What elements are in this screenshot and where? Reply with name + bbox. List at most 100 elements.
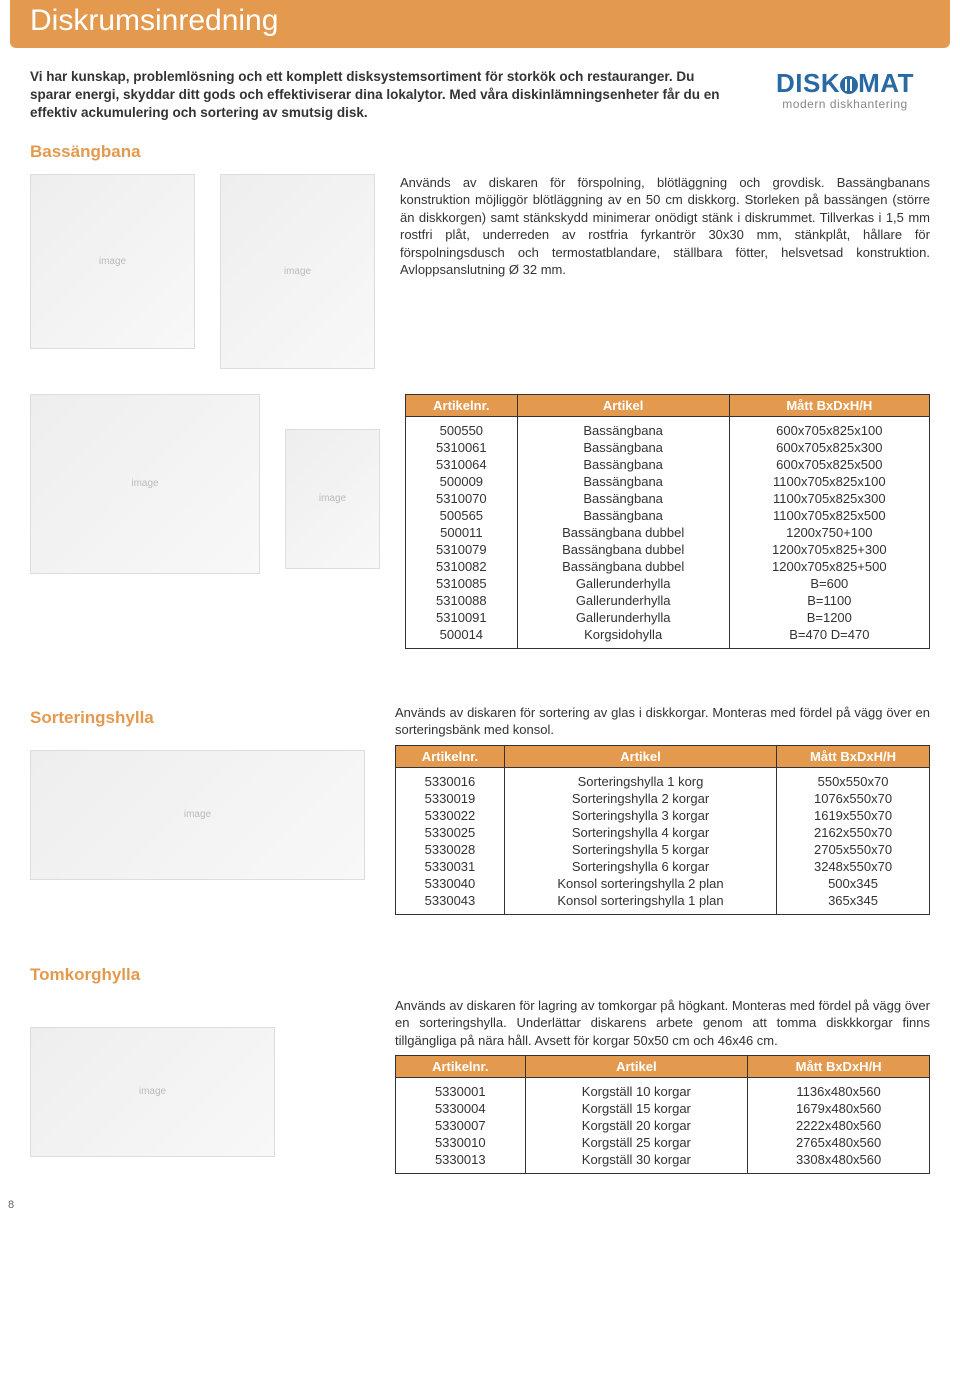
table-cell: 500565 bbox=[406, 507, 518, 524]
table-cell: B=600 bbox=[729, 575, 929, 592]
bassangbana-row2: image image Artikelnr.ArtikelMått BxDxH/… bbox=[0, 394, 960, 674]
table-cell: 5310082 bbox=[406, 558, 518, 575]
table-cell: 5310079 bbox=[406, 541, 518, 558]
table-row: 5330025Sorteringshylla 4 korgar2162x550x… bbox=[396, 824, 930, 841]
intro-text: Vi har kunskap, problemlösning och ett k… bbox=[30, 68, 720, 123]
plate-icon bbox=[840, 76, 858, 94]
table-cell: 5310088 bbox=[406, 592, 518, 609]
table-row: 5330022Sorteringshylla 3 korgar1619x550x… bbox=[396, 807, 930, 824]
table-cell: 5330001 bbox=[396, 1078, 526, 1101]
tomkorghylla-right: Används av diskaren för lagring av tomko… bbox=[395, 997, 930, 1175]
table-cell: 5330025 bbox=[396, 824, 505, 841]
table-cell: Sorteringshylla 5 korgar bbox=[504, 841, 776, 858]
product-image: image bbox=[30, 750, 365, 880]
table-row: 5310082Bassängbana dubbel1200x705x825+50… bbox=[406, 558, 930, 575]
section-title-sorteringshylla: Sorteringshylla bbox=[30, 704, 370, 740]
table-cell: 1136x480x560 bbox=[748, 1078, 930, 1101]
table-cell: Sorteringshylla 3 korgar bbox=[504, 807, 776, 824]
table-cell: Konsol sorteringshylla 1 plan bbox=[504, 892, 776, 915]
table-row: 500011Bassängbana dubbel1200x750+100 bbox=[406, 524, 930, 541]
table-cell: 5310064 bbox=[406, 456, 518, 473]
table-cell: B=1100 bbox=[729, 592, 929, 609]
table-cell: 5310070 bbox=[406, 490, 518, 507]
table-header: Artikel bbox=[525, 1056, 748, 1078]
table-cell: 1100x705x825x500 bbox=[729, 507, 929, 524]
table-cell: 5330007 bbox=[396, 1117, 526, 1134]
tomkorghylla-description: Används av diskaren för lagring av tomko… bbox=[395, 997, 930, 1050]
table-cell: Korgställ 30 korgar bbox=[525, 1151, 748, 1174]
table-header: Artikelnr. bbox=[396, 1056, 526, 1078]
sorteringshylla-left: Sorteringshylla image bbox=[30, 704, 370, 880]
table-cell: 1200x705x825+300 bbox=[729, 541, 929, 558]
table-cell: 1100x705x825x100 bbox=[729, 473, 929, 490]
table-row: 5330040Konsol sorteringshylla 2 plan500x… bbox=[396, 875, 930, 892]
table-row: 5310091GallerunderhyllaB=1200 bbox=[406, 609, 930, 626]
table-cell: Sorteringshylla 2 korgar bbox=[504, 790, 776, 807]
table-header: Artikelnr. bbox=[406, 394, 518, 416]
table-cell: Bassängbana bbox=[517, 439, 729, 456]
table-cell: 5330004 bbox=[396, 1100, 526, 1117]
logo-subtitle: modern diskhantering bbox=[760, 97, 930, 111]
table-cell: 5330013 bbox=[396, 1151, 526, 1174]
table-header: Artikelnr. bbox=[396, 745, 505, 767]
bassangbana-description: Används av diskaren för förspolning, blö… bbox=[400, 174, 930, 279]
table-header: Mått BxDxH/H bbox=[777, 745, 930, 767]
table-cell: 500011 bbox=[406, 524, 518, 541]
table-row: 5330016Sorteringshylla 1 korg550x550x70 bbox=[396, 767, 930, 790]
tomkorghylla-table: Artikelnr.ArtikelMått BxDxH/H5330001Korg… bbox=[395, 1055, 930, 1174]
table-row: 5310088GallerunderhyllaB=1100 bbox=[406, 592, 930, 609]
page-number: 8 bbox=[8, 1199, 14, 1211]
product-image: image bbox=[30, 174, 195, 349]
table-cell: 5330022 bbox=[396, 807, 505, 824]
table-cell: Sorteringshylla 1 korg bbox=[504, 767, 776, 790]
table-row: 5310070Bassängbana1100x705x825x300 bbox=[406, 490, 930, 507]
table-cell: 600x705x825x300 bbox=[729, 439, 929, 456]
table-cell: 3248x550x70 bbox=[777, 858, 930, 875]
table-cell: 5330028 bbox=[396, 841, 505, 858]
section-title-tomkorghylla: Tomkorghylla bbox=[0, 940, 960, 997]
table-cell: Gallerunderhylla bbox=[517, 592, 729, 609]
table-cell: Gallerunderhylla bbox=[517, 575, 729, 592]
table-row: 5330028Sorteringshylla 5 korgar2705x550x… bbox=[396, 841, 930, 858]
logo-text: DISKMAT bbox=[760, 68, 930, 99]
table-header: Artikel bbox=[517, 394, 729, 416]
table-cell: Bassängbana bbox=[517, 490, 729, 507]
table-cell: 5330040 bbox=[396, 875, 505, 892]
table-row: 5330010Korgställ 25 korgar2765x480x560 bbox=[396, 1134, 930, 1151]
sorteringshylla-row: Sorteringshylla image Används av diskare… bbox=[0, 674, 960, 940]
table-row: 5310085GallerunderhyllaB=600 bbox=[406, 575, 930, 592]
table-cell: 2222x480x560 bbox=[748, 1117, 930, 1134]
table-cell: Bassängbana bbox=[517, 456, 729, 473]
table-header: Mått BxDxH/H bbox=[748, 1056, 930, 1078]
table-row: 500009Bassängbana1100x705x825x100 bbox=[406, 473, 930, 490]
table-cell: Bassängbana dubbel bbox=[517, 524, 729, 541]
sorteringshylla-table: Artikelnr.ArtikelMått BxDxH/H5330016Sort… bbox=[395, 745, 930, 915]
table-row: 500550Bassängbana600x705x825x100 bbox=[406, 416, 930, 439]
table-row: 5330001Korgställ 10 korgar1136x480x560 bbox=[396, 1078, 930, 1101]
table-cell: 5330031 bbox=[396, 858, 505, 875]
bassangbana-table: Artikelnr.ArtikelMått BxDxH/H500550Bassä… bbox=[405, 394, 930, 649]
table-cell: Bassängbana dubbel bbox=[517, 558, 729, 575]
table-cell: 600x705x825x100 bbox=[729, 416, 929, 439]
sorteringshylla-description: Används av diskaren för sortering av gla… bbox=[395, 704, 930, 739]
table-cell: 2162x550x70 bbox=[777, 824, 930, 841]
table-header: Artikel bbox=[504, 745, 776, 767]
table-cell: Gallerunderhylla bbox=[517, 609, 729, 626]
table-cell: 1100x705x825x300 bbox=[729, 490, 929, 507]
table-cell: 365x345 bbox=[777, 892, 930, 915]
table-cell: 2705x550x70 bbox=[777, 841, 930, 858]
table-cell: 500014 bbox=[406, 626, 518, 649]
product-image: image bbox=[30, 1027, 275, 1157]
section-title-bassangbana: Bassängbana bbox=[0, 138, 960, 174]
table-header: Mått BxDxH/H bbox=[729, 394, 929, 416]
table-cell: 5330043 bbox=[396, 892, 505, 915]
table-cell: Korgställ 25 korgar bbox=[525, 1134, 748, 1151]
table-cell: Bassängbana bbox=[517, 507, 729, 524]
table-cell: 1679x480x560 bbox=[748, 1100, 930, 1117]
table-cell: 1200x705x825+500 bbox=[729, 558, 929, 575]
table-cell: 600x705x825x500 bbox=[729, 456, 929, 473]
intro-row: Vi har kunskap, problemlösning och ett k… bbox=[0, 68, 960, 138]
table-row: 5310064Bassängbana600x705x825x500 bbox=[406, 456, 930, 473]
table-cell: Korgställ 10 korgar bbox=[525, 1078, 748, 1101]
table-cell: Sorteringshylla 6 korgar bbox=[504, 858, 776, 875]
